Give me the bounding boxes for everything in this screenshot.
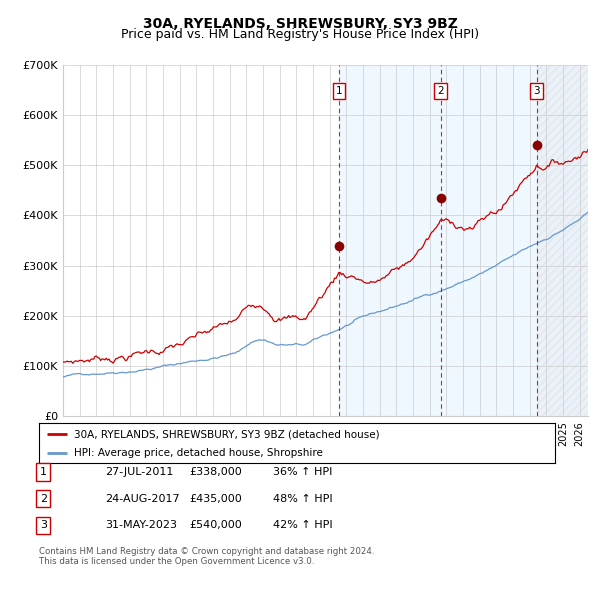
Text: 42% ↑ HPI: 42% ↑ HPI [273, 520, 332, 530]
Text: 3: 3 [533, 86, 540, 96]
Text: 1: 1 [336, 86, 343, 96]
Text: HPI: Average price, detached house, Shropshire: HPI: Average price, detached house, Shro… [74, 448, 323, 458]
Text: 36% ↑ HPI: 36% ↑ HPI [273, 467, 332, 477]
Text: £338,000: £338,000 [189, 467, 242, 477]
Text: 30A, RYELANDS, SHREWSBURY, SY3 9BZ (detached house): 30A, RYELANDS, SHREWSBURY, SY3 9BZ (deta… [74, 430, 380, 440]
Text: Contains HM Land Registry data © Crown copyright and database right 2024.: Contains HM Land Registry data © Crown c… [39, 547, 374, 556]
Text: This data is licensed under the Open Government Licence v3.0.: This data is licensed under the Open Gov… [39, 558, 314, 566]
Text: 30A, RYELANDS, SHREWSBURY, SY3 9BZ: 30A, RYELANDS, SHREWSBURY, SY3 9BZ [143, 17, 457, 31]
Text: 24-AUG-2017: 24-AUG-2017 [105, 494, 179, 503]
Text: £540,000: £540,000 [189, 520, 242, 530]
Text: 2: 2 [40, 494, 47, 503]
Text: £435,000: £435,000 [189, 494, 242, 503]
Text: 31-MAY-2023: 31-MAY-2023 [105, 520, 177, 530]
Text: 48% ↑ HPI: 48% ↑ HPI [273, 494, 332, 503]
Bar [536, 65, 588, 416]
Text: Price paid vs. HM Land Registry's House Price Index (HPI): Price paid vs. HM Land Registry's House … [121, 28, 479, 41]
Text: 1: 1 [40, 467, 47, 477]
Bar [536, 65, 588, 416]
Bar [339, 65, 536, 416]
Text: 3: 3 [40, 520, 47, 530]
Text: 27-JUL-2011: 27-JUL-2011 [105, 467, 173, 477]
Text: 2: 2 [437, 86, 444, 96]
